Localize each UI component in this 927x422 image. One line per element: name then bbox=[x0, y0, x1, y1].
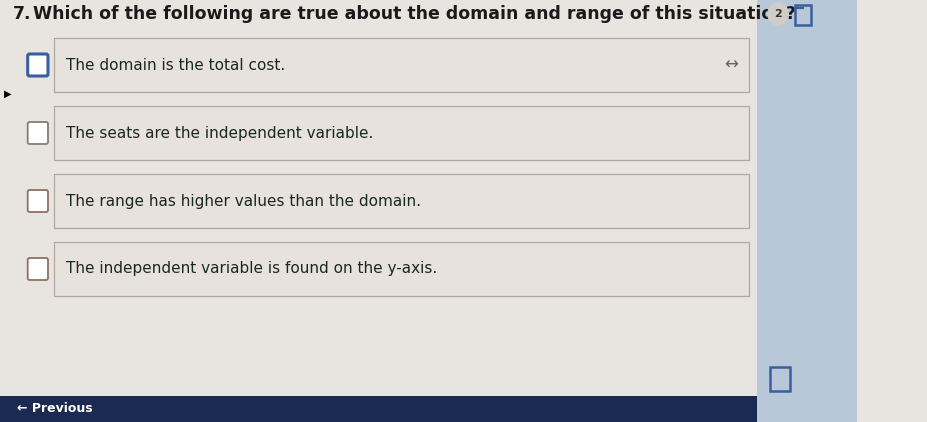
Bar bbox=[0, 396, 756, 422]
FancyBboxPatch shape bbox=[28, 122, 48, 144]
Text: Which of the following are true about the domain and range of this situation?: Which of the following are true about th… bbox=[33, 5, 795, 23]
Text: 7.: 7. bbox=[13, 5, 32, 23]
Text: The range has higher values than the domain.: The range has higher values than the dom… bbox=[67, 194, 421, 208]
FancyBboxPatch shape bbox=[28, 190, 48, 212]
FancyBboxPatch shape bbox=[28, 258, 48, 280]
Bar bbox=[756, 0, 856, 422]
FancyBboxPatch shape bbox=[54, 174, 749, 228]
FancyBboxPatch shape bbox=[54, 38, 749, 92]
FancyBboxPatch shape bbox=[54, 242, 749, 296]
FancyBboxPatch shape bbox=[28, 54, 48, 76]
FancyBboxPatch shape bbox=[54, 106, 749, 160]
Text: ← Previous: ← Previous bbox=[17, 403, 92, 416]
Text: The independent variable is found on the y-axis.: The independent variable is found on the… bbox=[67, 262, 438, 276]
Text: 2: 2 bbox=[773, 9, 781, 19]
Circle shape bbox=[768, 3, 787, 25]
Text: ▶: ▶ bbox=[4, 89, 11, 99]
Text: ↔: ↔ bbox=[723, 56, 737, 74]
Text: The domain is the total cost.: The domain is the total cost. bbox=[67, 57, 286, 73]
Text: The seats are the independent variable.: The seats are the independent variable. bbox=[67, 125, 374, 141]
